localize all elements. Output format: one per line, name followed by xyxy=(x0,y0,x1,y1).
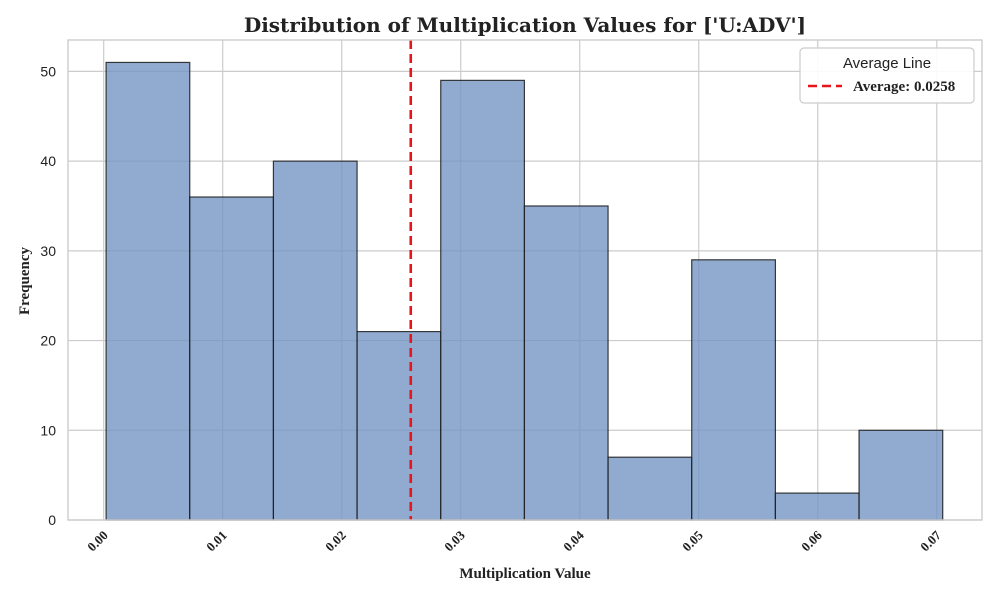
histogram-bar xyxy=(774,492,860,521)
y-tick-label: 40 xyxy=(40,153,56,169)
x-tick-label: 0.03 xyxy=(441,527,468,554)
y-tick-label: 50 xyxy=(40,63,56,79)
y-axis-label: Frequency xyxy=(17,246,33,315)
histogram-bar xyxy=(189,196,275,521)
y-tick-label: 30 xyxy=(40,243,56,259)
x-tick-label: 0.05 xyxy=(679,527,706,554)
histogram-bar xyxy=(523,205,609,521)
legend: Average Line Average: 0.0258 xyxy=(799,47,975,104)
legend-entry-label: Average: 0.0258 xyxy=(853,79,955,95)
y-tick-label: 10 xyxy=(40,422,56,438)
histogram-bar xyxy=(607,456,693,521)
plot-frame xyxy=(67,39,983,521)
legend-title: Average Line xyxy=(843,55,931,72)
x-tick-label: 0.00 xyxy=(84,528,111,555)
x-tick-label: 0.06 xyxy=(798,527,825,554)
x-tick-label: 0.01 xyxy=(203,528,230,555)
x-tick-label: 0.02 xyxy=(322,528,349,555)
legend-box xyxy=(799,47,975,104)
y-tick-label: 20 xyxy=(40,333,56,349)
histogram-bar xyxy=(105,61,191,521)
x-tick-label: 0.07 xyxy=(917,527,944,554)
y-tick-label: 0 xyxy=(48,512,56,528)
histogram-bar xyxy=(440,79,526,521)
chart-title: Distribution of Multiplication Values fo… xyxy=(244,13,806,37)
x-axis-label: Multiplication Value xyxy=(459,566,591,582)
x-tick-label: 0.04 xyxy=(560,527,587,554)
histogram-bar xyxy=(691,259,776,521)
histogram-bar xyxy=(356,330,442,521)
histogram-bar xyxy=(858,429,944,521)
histogram-bar xyxy=(272,160,358,521)
bars xyxy=(105,61,944,521)
